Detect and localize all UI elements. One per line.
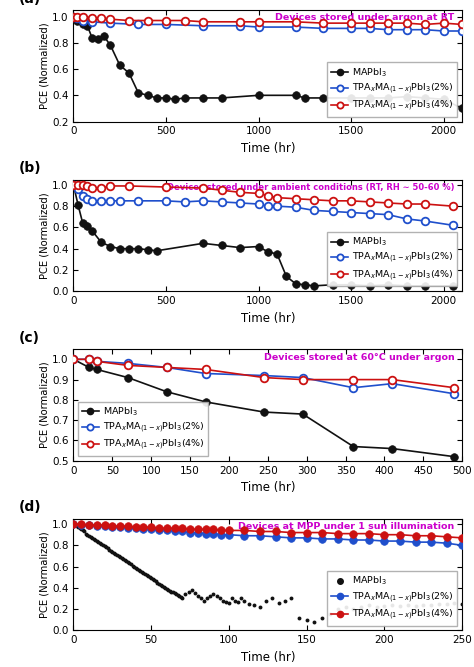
Text: (b): (b) (19, 161, 42, 175)
Y-axis label: PCE (Normalized): PCE (Normalized) (39, 362, 49, 448)
Text: (a): (a) (19, 0, 41, 5)
Text: Devices stored at 60°C under argon: Devices stored at 60°C under argon (264, 353, 455, 362)
Y-axis label: PCE (Normalized): PCE (Normalized) (39, 531, 49, 618)
Text: (c): (c) (19, 331, 40, 345)
X-axis label: Time (hr): Time (hr) (241, 142, 295, 155)
Y-axis label: PCE (Normalized): PCE (Normalized) (39, 23, 49, 109)
X-axis label: Time (hr): Time (hr) (241, 651, 295, 664)
Text: Devices stored under argon at RT: Devices stored under argon at RT (275, 13, 455, 23)
Y-axis label: PCE (Normalized): PCE (Normalized) (39, 192, 49, 279)
Text: Devices at MPP under 1 sun illumination: Devices at MPP under 1 sun illumination (238, 522, 455, 531)
Legend: MAPbI$_3$, TPA$_x$MA$_{(1-x)}$PbI$_3$(2%), TPA$_x$MA$_{(1-x)}$PbI$_3$(4%): MAPbI$_3$, TPA$_x$MA$_{(1-x)}$PbI$_3$(2%… (328, 232, 457, 286)
Text: (d): (d) (19, 500, 42, 514)
X-axis label: Time (hr): Time (hr) (241, 311, 295, 325)
Legend: MAPbI$_3$, TPA$_x$MA$_{(1-x)}$PbI$_3$(2%), TPA$_x$MA$_{(1-x)}$PbI$_3$(4%): MAPbI$_3$, TPA$_x$MA$_{(1-x)}$PbI$_3$(2%… (328, 571, 457, 626)
X-axis label: Time (hr): Time (hr) (241, 481, 295, 494)
Legend: MAPbI$_3$, TPA$_x$MA$_{(1-x)}$PbI$_3$(2%), TPA$_x$MA$_{(1-x)}$PbI$_3$(4%): MAPbI$_3$, TPA$_x$MA$_{(1-x)}$PbI$_3$(2%… (328, 63, 457, 117)
Text: Devices stored under ambient conditions (RT, RH ∼ 50-60 %): Devices stored under ambient conditions … (167, 183, 455, 192)
Legend: MAPbI$_3$, TPA$_x$MA$_{(1-x)}$PbI$_3$(2%), TPA$_x$MA$_{(1-x)}$PbI$_3$(4%): MAPbI$_3$, TPA$_x$MA$_{(1-x)}$PbI$_3$(2%… (78, 402, 208, 456)
